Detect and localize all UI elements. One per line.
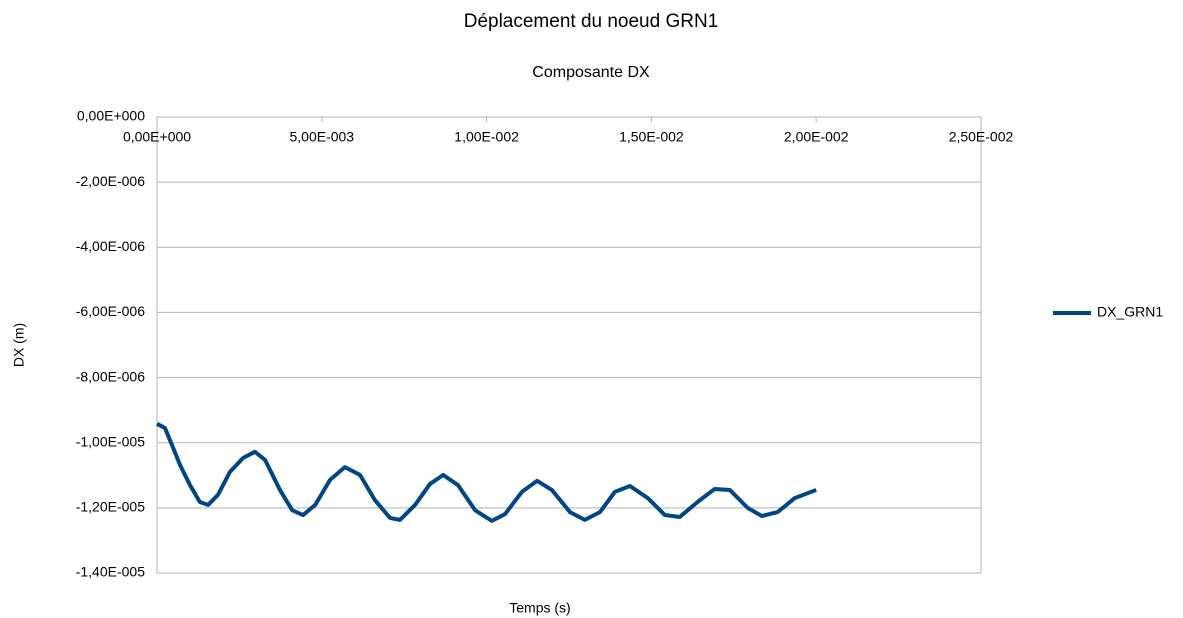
legend-label: DX_GRN1 <box>1097 304 1163 320</box>
y-axis-label: DX (m) <box>11 323 27 367</box>
x-tick-label: 1,00E-002 <box>454 129 519 145</box>
x-axis-label: Temps (s) <box>509 600 570 616</box>
y-tick-label: -1,40E-005 <box>76 564 145 580</box>
chart-title: Déplacement du noeud GRN1 <box>464 11 719 32</box>
y-tick-label: -1,20E-005 <box>76 499 145 515</box>
data-line <box>156 422 817 523</box>
x-tick-label: 1,50E-002 <box>619 129 684 145</box>
x-tick-label: 2,00E-002 <box>784 129 849 145</box>
x-tick-label: 0,00E+000 <box>123 129 191 145</box>
y-tick-label: -2,00E-006 <box>76 173 145 189</box>
x-tick-label: 5,00E-003 <box>289 129 354 145</box>
plot-area <box>156 116 982 574</box>
y-tick-label: -8,00E-006 <box>76 368 145 384</box>
y-tick-label: -6,00E-006 <box>76 303 145 319</box>
y-tick-label: 0,00E+000 <box>77 108 145 124</box>
x-tick-label: 2,50E-002 <box>949 129 1014 145</box>
chart-subtitle: Composante DX <box>532 64 650 81</box>
y-tick-label: -4,00E-006 <box>76 238 145 254</box>
y-tick-label: -1,00E-005 <box>76 433 145 449</box>
